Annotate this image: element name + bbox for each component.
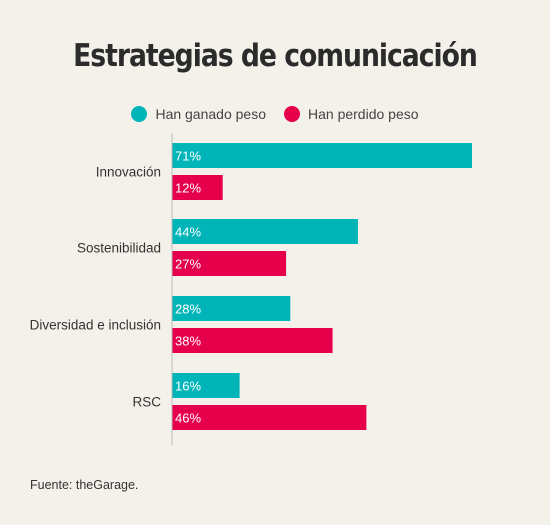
data-label-gained-0: 71% — [175, 149, 201, 164]
bar-gained-2 — [172, 296, 291, 321]
data-label-lost-1: 27% — [175, 257, 201, 272]
data-label-gained-2: 28% — [175, 302, 201, 317]
legend-swatch-gained — [131, 106, 148, 122]
data-label-lost-3: 46% — [175, 411, 201, 426]
legend-item-lost: Han perdido peso — [284, 106, 419, 122]
bar-gained-0 — [172, 143, 472, 168]
bar-lost-1 — [172, 251, 287, 276]
category-label-0: Innovación — [96, 165, 161, 180]
source-note: Fuente: theGarage. — [30, 478, 139, 492]
legend-swatch-lost — [284, 106, 300, 122]
data-label-gained-1: 44% — [175, 225, 201, 240]
data-label-gained-3: 16% — [175, 379, 201, 394]
chart-title: Estrategias de comunicación — [73, 38, 478, 74]
bar-lost-3 — [172, 405, 367, 430]
bar-lost-2 — [172, 328, 333, 353]
category-label-2: Diversidad e inclusión — [30, 318, 161, 333]
legend-item-gained: Han ganado peso — [131, 106, 266, 122]
legend-label-gained: Han ganado peso — [155, 106, 266, 122]
bar-gained-1 — [172, 219, 358, 244]
category-label-3: RSC — [132, 395, 161, 410]
legend-label-lost: Han perdido peso — [308, 106, 419, 122]
legend: Han ganado peso Han perdido peso — [0, 106, 550, 122]
bar-gained-3 — [172, 373, 240, 398]
bar-lost-0 — [172, 175, 223, 200]
data-label-lost-2: 38% — [175, 334, 201, 349]
category-label-1: Sostenibilidad — [77, 241, 161, 256]
data-label-lost-0: 12% — [175, 181, 201, 196]
